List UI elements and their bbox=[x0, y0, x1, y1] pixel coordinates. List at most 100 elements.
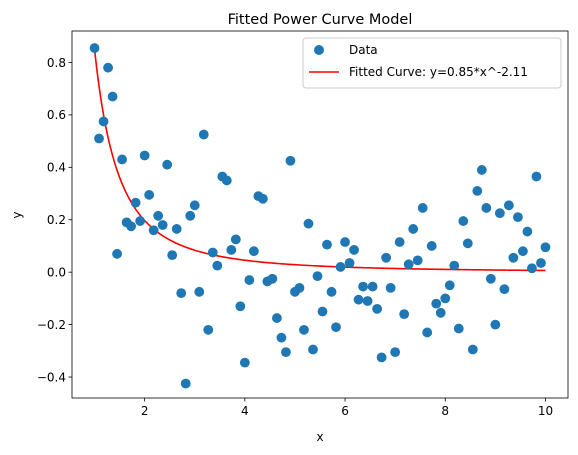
data-point bbox=[335, 262, 346, 272]
data-point bbox=[331, 322, 341, 333]
y-axis-title: y bbox=[10, 211, 24, 218]
legend-label-data: Data bbox=[349, 43, 378, 57]
data-point bbox=[362, 296, 373, 306]
data-point bbox=[176, 288, 187, 299]
data-point bbox=[527, 263, 537, 274]
data-point bbox=[540, 242, 551, 253]
data-point bbox=[312, 271, 323, 281]
data-point bbox=[94, 133, 104, 144]
data-point bbox=[103, 62, 113, 73]
data-point bbox=[435, 307, 446, 318]
data-point bbox=[180, 378, 191, 389]
data-point bbox=[485, 273, 496, 284]
data-point bbox=[381, 252, 392, 263]
data-point bbox=[385, 283, 396, 293]
y-axis-ticks: −0.4 −0.2 0.0 0.2 0.4 0.6 0.8 bbox=[37, 56, 72, 384]
data-point bbox=[299, 324, 309, 335]
data-point bbox=[358, 281, 368, 292]
data-point bbox=[107, 91, 118, 102]
data-point bbox=[157, 220, 168, 230]
x-tick-label: 8 bbox=[441, 404, 449, 418]
data-point bbox=[198, 129, 209, 140]
y-tick-label: 0.8 bbox=[47, 56, 66, 70]
data-point bbox=[531, 171, 542, 182]
data-point bbox=[281, 347, 291, 358]
data-point bbox=[518, 246, 528, 257]
data-point bbox=[212, 260, 223, 271]
data-point bbox=[112, 248, 122, 259]
data-point bbox=[453, 323, 464, 334]
data-point bbox=[303, 218, 314, 229]
y-tick-label: −0.4 bbox=[37, 370, 66, 384]
data-point bbox=[89, 43, 100, 53]
data-point bbox=[440, 293, 451, 304]
data-point bbox=[221, 175, 232, 186]
legend-box bbox=[302, 37, 562, 89]
data-point bbox=[522, 226, 533, 237]
data-point bbox=[239, 357, 250, 368]
data-point bbox=[230, 234, 241, 245]
legend: Data Fitted Curve: y=0.85*x^-2.11 bbox=[302, 37, 562, 89]
data-point bbox=[513, 212, 523, 223]
data-point bbox=[340, 237, 350, 247]
data-point bbox=[412, 255, 423, 266]
data-points-layer bbox=[89, 43, 551, 389]
data-point bbox=[462, 238, 473, 249]
data-point bbox=[481, 203, 492, 213]
y-tick-label: 0.6 bbox=[47, 108, 66, 122]
data-point bbox=[472, 186, 483, 196]
data-point bbox=[431, 298, 442, 309]
data-point bbox=[503, 200, 514, 211]
data-point bbox=[226, 244, 237, 255]
plot-area bbox=[71, 30, 569, 399]
data-point bbox=[494, 208, 505, 219]
x-tick-label: 2 bbox=[141, 404, 149, 418]
x-axis-ticks: 2 4 6 8 10 bbox=[141, 398, 553, 418]
x-axis-title: x bbox=[316, 430, 323, 444]
data-point bbox=[117, 154, 127, 165]
x-tick-label: 4 bbox=[241, 404, 249, 418]
x-tick-label: 10 bbox=[538, 404, 553, 418]
fitted-curve-line bbox=[93, 49, 546, 272]
y-tick-label: 0.0 bbox=[47, 265, 66, 279]
chart-title: Fitted Power Curve Model bbox=[228, 12, 413, 28]
data-point bbox=[349, 244, 359, 255]
data-point bbox=[308, 344, 318, 355]
data-point bbox=[144, 189, 155, 200]
data-point bbox=[98, 116, 109, 127]
data-point bbox=[317, 306, 328, 317]
data-point bbox=[322, 239, 332, 250]
data-point bbox=[403, 259, 414, 270]
data-point bbox=[135, 216, 146, 226]
data-point bbox=[294, 283, 305, 293]
data-point bbox=[408, 224, 419, 234]
data-point bbox=[171, 224, 182, 234]
data-point bbox=[390, 347, 401, 358]
data-point bbox=[244, 275, 255, 285]
data-point bbox=[449, 260, 460, 271]
data-point bbox=[536, 258, 546, 268]
data-point bbox=[139, 150, 150, 161]
data-point bbox=[344, 258, 355, 268]
data-point bbox=[285, 155, 296, 166]
data-point bbox=[272, 313, 282, 323]
data-point bbox=[267, 273, 278, 284]
data-point bbox=[499, 284, 510, 295]
legend-marker-data bbox=[314, 45, 324, 55]
data-point bbox=[207, 247, 218, 258]
y-tick-label: 0.2 bbox=[47, 213, 66, 227]
data-point bbox=[376, 352, 387, 363]
data-point bbox=[248, 246, 259, 257]
y-tick-label: −0.2 bbox=[37, 318, 66, 332]
data-point bbox=[235, 301, 246, 312]
data-point bbox=[257, 193, 268, 204]
data-point bbox=[426, 241, 437, 251]
data-point bbox=[444, 280, 455, 291]
data-point bbox=[185, 210, 196, 221]
data-point bbox=[203, 324, 214, 335]
data-point bbox=[167, 250, 178, 261]
data-point bbox=[394, 237, 405, 247]
data-point bbox=[467, 344, 478, 355]
data-point bbox=[353, 294, 364, 305]
